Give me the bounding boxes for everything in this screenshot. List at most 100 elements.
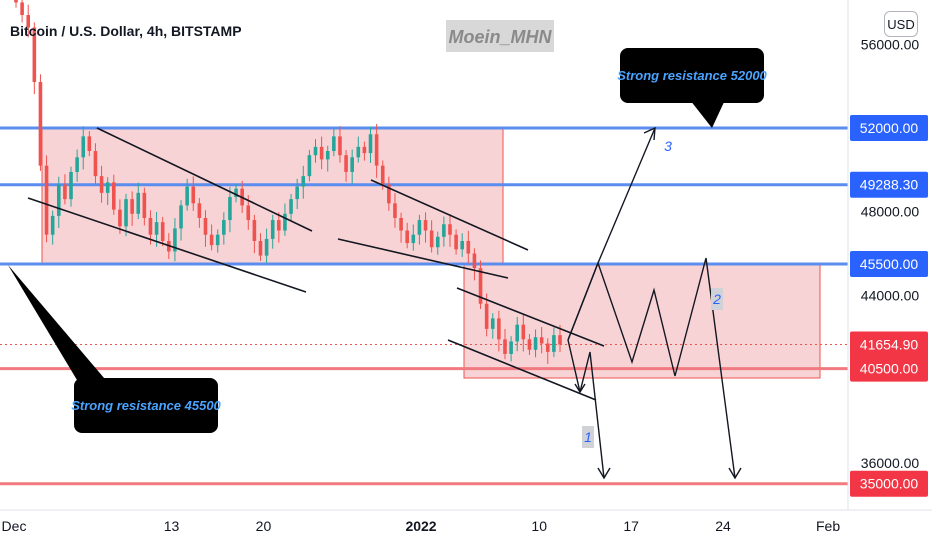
candle-body <box>399 217 403 231</box>
arrowhead-down-small <box>574 383 586 394</box>
x-tick-label: Feb <box>816 518 840 534</box>
candle-body <box>472 253 477 269</box>
candle-body <box>252 220 257 241</box>
candle-body <box>105 182 110 193</box>
candle-body <box>362 146 367 154</box>
price-tag-label: 35000.00 <box>860 476 919 492</box>
candle-body <box>283 213 287 231</box>
candle-body <box>222 220 226 235</box>
candle-body <box>460 240 465 250</box>
candle-body <box>264 238 269 256</box>
candle-body <box>448 224 452 235</box>
candle-body <box>539 337 544 344</box>
horizontal-levels <box>0 126 848 486</box>
price-tag-label: 40500.00 <box>860 361 919 377</box>
chart-title: Bitcoin / U.S. Dollar, 4h, BITSTAMP <box>10 23 242 39</box>
candle-body <box>423 220 428 231</box>
price-tag-4 <box>850 355 928 382</box>
candle-body <box>215 234 220 246</box>
candle-body <box>356 146 361 158</box>
y-tick-label: 56000.00 <box>861 36 920 52</box>
candle-body <box>270 220 275 239</box>
candle-body <box>203 217 208 235</box>
candle-body <box>173 228 177 252</box>
projection-paths <box>567 126 742 480</box>
x-tick-label: 13 <box>164 518 180 534</box>
candle-body <box>87 136 92 152</box>
trendline-2-top <box>370 179 529 251</box>
candle-body <box>99 176 104 193</box>
callout-45500-text: Strong resistance 45500 <box>71 398 221 413</box>
price-tag-1 <box>850 171 928 198</box>
label-1: 1 <box>584 429 592 445</box>
trendline-3-top <box>456 287 605 347</box>
candle-body <box>515 324 520 342</box>
time-axis: Dec 13 20 2022 10 17 24 Feb <box>2 518 841 534</box>
candle-body <box>387 184 391 204</box>
candle-body <box>14 0 18 3</box>
candle-body <box>490 318 495 329</box>
candle-body <box>154 222 159 235</box>
candle-body <box>454 234 458 250</box>
candle-body <box>136 192 141 214</box>
candle-body <box>44 165 49 235</box>
wave-labels: 3 2 1 <box>582 136 723 448</box>
price-tag-2 <box>850 251 928 277</box>
candle-body <box>142 192 147 218</box>
candle-body <box>111 182 116 210</box>
candle-body <box>344 155 348 172</box>
candle-body <box>417 220 422 235</box>
label-3: 3 <box>664 138 672 154</box>
price-tag-label: 41654.90 <box>860 336 919 352</box>
candle-body <box>380 165 385 185</box>
price-tag-5 <box>850 470 928 497</box>
candle-body <box>118 209 122 227</box>
candle-body <box>374 134 379 166</box>
candle-body <box>325 151 330 160</box>
candle-body <box>313 146 318 156</box>
watermark: Moein_MHN <box>449 27 553 47</box>
candle-body <box>368 134 373 154</box>
candle-body <box>509 341 513 354</box>
price-tag-label: 49288.30 <box>860 177 919 193</box>
candle-body <box>503 339 507 354</box>
candle-body <box>228 197 232 221</box>
projection-path-down <box>567 339 605 479</box>
candle-body <box>332 136 336 152</box>
candle-body <box>209 234 214 246</box>
candle-body <box>63 184 67 200</box>
candle-body <box>558 335 562 345</box>
candle-body <box>81 136 86 158</box>
candle-body <box>405 230 409 244</box>
arrowhead-3 <box>643 126 656 141</box>
candle-body <box>350 157 354 172</box>
candle-body <box>435 236 440 248</box>
x-tick-label: 17 <box>623 518 639 534</box>
price-tag-0 <box>850 115 928 141</box>
callout-resistance-45500: Strong resistance 45500 <box>8 265 222 433</box>
candle-body <box>124 199 128 227</box>
candle-body <box>75 157 79 172</box>
candle-body <box>50 215 55 235</box>
candle-body <box>234 188 238 198</box>
x-tick-label: 24 <box>715 518 731 534</box>
label-2: 2 <box>712 291 721 307</box>
candle-body <box>319 146 324 160</box>
candle-body <box>478 268 483 304</box>
callout-52000-text: Strong resistance 52000 <box>617 68 767 83</box>
currency-button[interactable]: USD <box>884 11 918 37</box>
candle-body <box>185 186 189 206</box>
candle-body <box>148 217 153 235</box>
candle-body <box>442 224 446 237</box>
candle-body <box>484 303 489 329</box>
candle-body <box>197 203 202 218</box>
price-tags: 52000.0049288.3045500.0041654.9002:07:41… <box>850 115 928 497</box>
candle-body <box>26 15 31 28</box>
candle-body <box>130 199 134 214</box>
candle-body <box>295 186 299 200</box>
candle-body <box>93 151 98 177</box>
candle-body <box>69 171 73 200</box>
price-axis: 56000.00 48000.00 44000.00 36000.00 <box>847 0 920 510</box>
price-tag-label: 52000.00 <box>860 120 919 136</box>
